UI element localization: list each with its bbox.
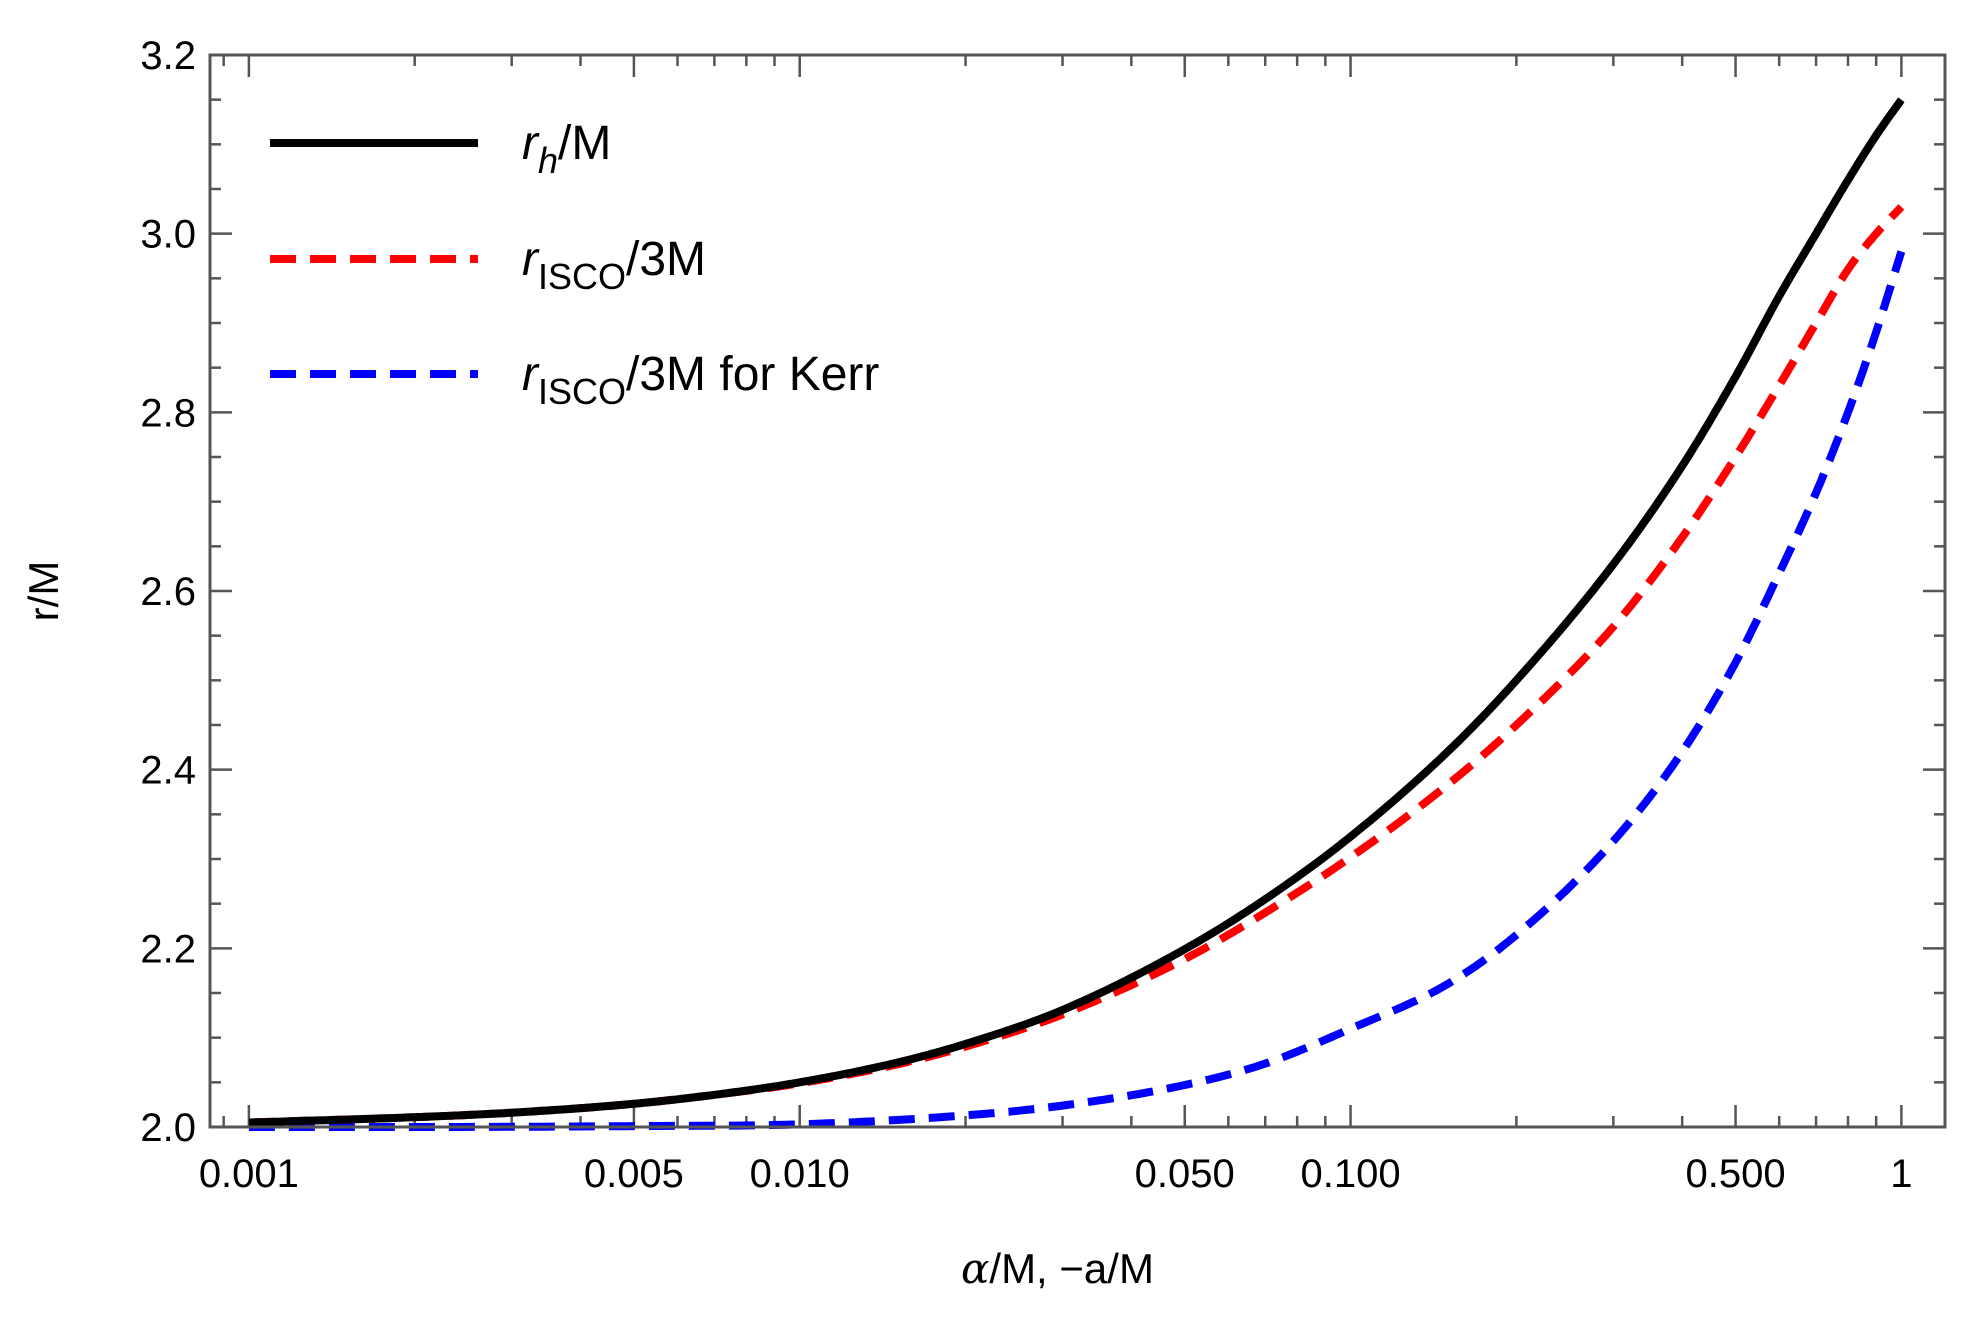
legend-label-subscript: ISCO (538, 256, 626, 297)
legend-label-main: r (522, 348, 540, 401)
legend-label-2: rISCO/3M for Kerr (522, 348, 879, 412)
plot-frame (208, 53, 1947, 1129)
legend-label-main: r (522, 233, 540, 286)
x-tick-label: 0.001 (199, 1152, 299, 1196)
legend-label-1: rISCO/3M (522, 233, 706, 297)
y-tick-label: 2.8 (140, 391, 196, 435)
legend-label-main: r (522, 117, 540, 170)
x-axis-title-rest: /M, −a/M (989, 1245, 1154, 1292)
y-tick-label: 2.6 (140, 570, 196, 614)
legend-label-subscript: ISCO (538, 371, 626, 412)
x-tick-label: 0.100 (1300, 1152, 1400, 1196)
series-lines (248, 97, 1906, 1131)
legend-label-suffix: /3M (626, 233, 706, 286)
x-tick-label: 0.010 (750, 1152, 850, 1196)
legend-label-suffix: /M (558, 117, 611, 170)
y-tick-label: 3.0 (140, 213, 196, 257)
y-tick-label: 2.4 (140, 749, 196, 793)
major-ticks (210, 53, 1945, 1129)
series-line-0 (248, 97, 1905, 1127)
tick-labels: 0.001 0.005 0.010 0.050 0.100 0.500 1 2.0 2.2 2.4… (140, 34, 1912, 1196)
x-tick-label: 1 (1890, 1152, 1912, 1196)
x-tick-label: 0.050 (1135, 1152, 1235, 1196)
y-tick-label: 2.0 (140, 1106, 196, 1150)
series-line-1 (248, 204, 1905, 1127)
legend-label-subscript: h (538, 140, 558, 181)
y-axis-title: r/M (20, 561, 67, 622)
y-tick-label: 3.2 (140, 34, 196, 78)
minor-ticks (210, 55, 1945, 1127)
x-axis-title: α/M, −a/M (961, 1244, 1154, 1293)
x-tick-label: 0.005 (584, 1152, 684, 1196)
legend-label-0: rh/M (522, 117, 611, 181)
x-tick-label: 0.500 (1686, 1152, 1786, 1196)
x-axis-title-symbol: α (961, 1244, 989, 1293)
legend-label-suffix: /3M for Kerr (626, 348, 879, 401)
y-tick-label: 2.2 (140, 927, 196, 971)
series-line-2 (248, 250, 1906, 1131)
